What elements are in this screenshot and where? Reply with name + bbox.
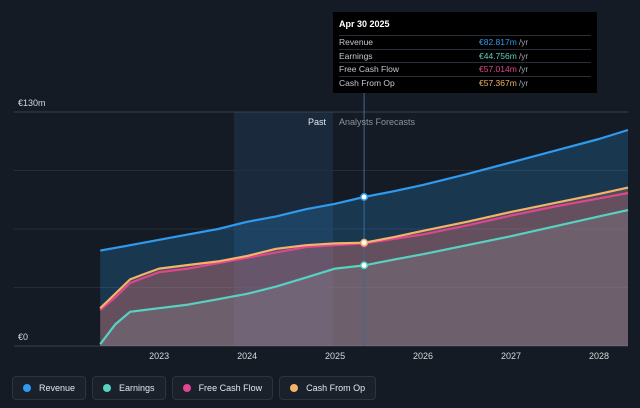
x-tick-label: 2023 <box>149 351 169 361</box>
legend-dot-icon <box>290 384 299 392</box>
legend-item-free-cash-flow[interactable]: Free Cash Flow <box>171 376 274 400</box>
tooltip-row-value: €57.367m <box>479 77 517 88</box>
series-areas <box>100 130 628 346</box>
legend-item-cash-from-op[interactable]: Cash From Op <box>279 376 377 400</box>
tooltip-row-unit: /yr <box>518 77 529 88</box>
marker-revenue <box>360 193 369 201</box>
y-axis-top-label: €130m <box>18 98 46 108</box>
series-line-cash-from-op <box>99 186 629 309</box>
x-tick-label: 2027 <box>501 351 521 361</box>
legend-item-revenue[interactable]: Revenue <box>12 376 87 400</box>
legend-label: Revenue <box>39 383 76 393</box>
legend-label: Free Cash Flow <box>198 383 263 393</box>
legend: Revenue Earnings Free Cash Flow Cash From O… <box>12 376 377 400</box>
x-tick-label: 2028 <box>589 351 609 361</box>
tooltip-row-unit: /yr <box>518 50 529 61</box>
x-tick-label: 2024 <box>237 351 257 361</box>
series-lines <box>99 128 629 345</box>
x-axis-ticks: 2023 2024 2025 2026 2027 2028 <box>149 351 609 361</box>
tooltip-row-value: €44.756m <box>479 50 517 61</box>
series-line-free-cash-flow <box>99 191 629 311</box>
tooltip-row-unit: /yr <box>518 37 529 48</box>
y-axis-bottom-label: €0 <box>18 332 28 342</box>
marker-cash-from-op <box>360 238 369 247</box>
x-tick-label: 2025 <box>325 351 345 361</box>
tooltip-row: Free Cash Flow €57.014m/yr <box>339 62 591 76</box>
legend-dot-icon <box>182 384 191 392</box>
tooltip-markers <box>360 193 369 270</box>
marker-earnings <box>360 261 369 270</box>
legend-item-earnings[interactable]: Earnings <box>92 376 166 400</box>
legend-dot-icon <box>23 384 31 392</box>
tooltip-row-label: Free Cash Flow <box>339 64 399 75</box>
series-line-earnings <box>99 209 629 345</box>
tooltip-row-value: €82.817m <box>479 37 517 48</box>
tooltip-row-label: Earnings <box>339 50 373 61</box>
x-tick-label: 2026 <box>413 351 433 361</box>
tooltip-row-value: €57.014m <box>479 64 517 75</box>
tooltip-row-label: Revenue <box>339 37 374 48</box>
series-line-revenue <box>100 128 629 252</box>
tooltip-row: Earnings €44.756m/yr <box>339 48 591 63</box>
data-tooltip: Apr 30 2025 Revenue €82.817m/yr Earnings €4… <box>333 12 597 93</box>
tooltip-row-label: Cash From Op <box>339 77 395 88</box>
financial-chart: 2023 2024 2025 2026 2027 2028 €130m €0 Past A… <box>14 12 629 361</box>
tooltip-row-unit: /yr <box>518 64 529 75</box>
tooltip-row: Cash From Op €57.367m/yr <box>339 75 591 90</box>
tooltip-row: Revenue €82.817m/yr <box>339 35 591 49</box>
tooltip-date: Apr 30 2025 <box>339 19 390 29</box>
grid <box>14 111 628 347</box>
legend-label: Earnings <box>119 383 155 393</box>
forecast-label: Analysts Forecasts <box>339 117 416 127</box>
legend-label: Cash From Op <box>306 383 366 393</box>
legend-dot-icon <box>103 384 112 392</box>
past-label: Past <box>308 117 327 127</box>
